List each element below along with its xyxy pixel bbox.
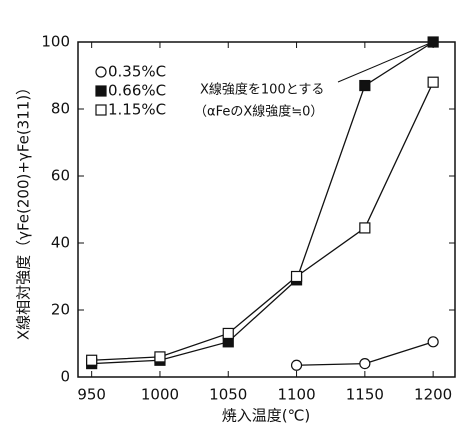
legend-marker [95,66,107,78]
legend-label: 0.35%C [108,63,166,81]
x-tick-label: 1200 [414,386,452,404]
legend-label: 1.15%C [108,101,166,119]
y-tick-label: 60 [51,167,70,185]
marker [222,327,234,340]
y-tick-label: 20 [51,301,70,319]
legend-marker [95,85,107,97]
marker [359,79,371,92]
annotation-pointer [337,43,429,83]
annotation: （αFeのX線強度≒0） [194,104,323,120]
marker [427,336,439,348]
marker [359,358,371,370]
y-tick-label: 100 [41,33,70,51]
marker [359,222,371,234]
x-tick-label: 1050 [209,386,247,404]
legend-label: 0.66%C [108,82,166,100]
plot-frame [77,41,456,378]
y-tick-label: 40 [51,234,70,252]
marker [86,354,98,366]
annotation: X線強度を100とする [200,82,324,98]
x-tick-label: 1000 [141,386,179,404]
x-tick-label: 1150 [346,386,384,404]
legend-marker [95,104,107,116]
marker [290,359,303,371]
marker [427,36,439,48]
x-tick-label: 1100 [277,386,315,404]
marker [427,76,439,88]
marker [154,351,166,363]
y-tick-label: 0 [60,368,70,386]
y-tick-label: 80 [51,100,70,118]
x-axis-label: 焼入温度(℃) [222,407,311,425]
x-tick-label: 950 [77,386,106,404]
series-line [91,81,434,361]
y-axis-label: X線相対強度（γFe(200)+γFe(311)） [15,80,33,340]
series-line [91,41,434,365]
marker [290,270,303,283]
